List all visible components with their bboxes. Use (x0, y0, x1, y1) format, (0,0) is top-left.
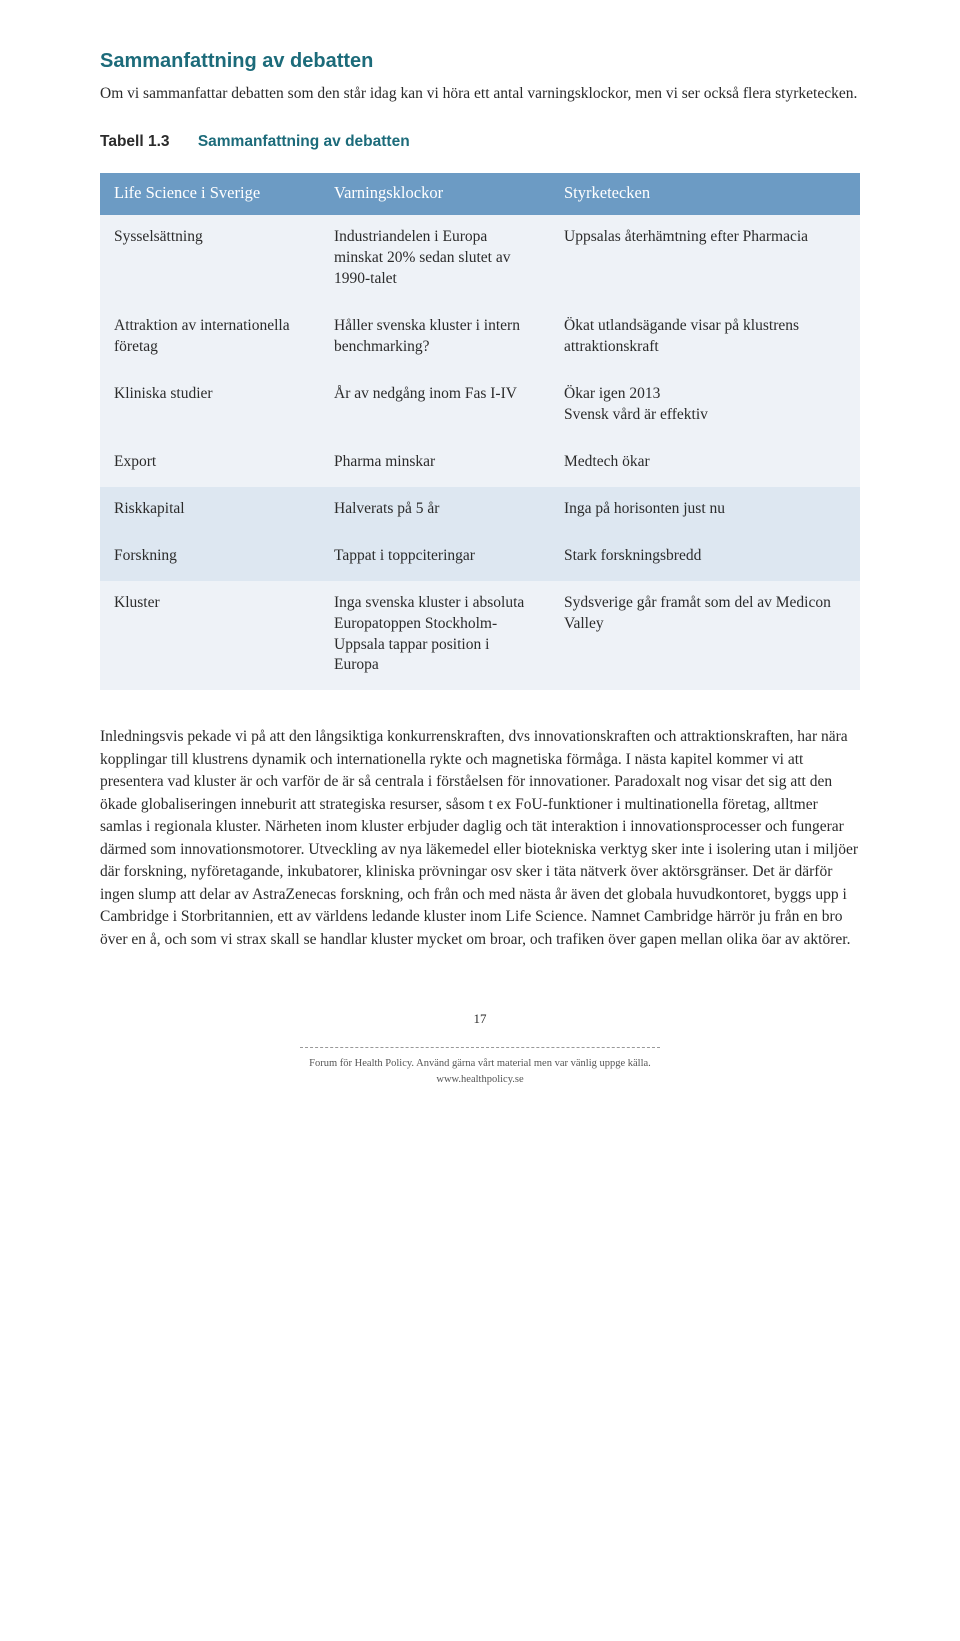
table-cell: Ökat utlandsägande visar på klustrens at… (550, 304, 860, 372)
table-cell: Kliniska studier (100, 372, 320, 440)
table-cell: Medtech ökar (550, 440, 860, 487)
summary-table: Life Science i Sverige Varningsklockor S… (100, 173, 860, 690)
table-cell: Stark forskningsbredd (550, 534, 860, 581)
table-header-cell: Styrketecken (550, 173, 860, 215)
table-cell: Kluster (100, 581, 320, 691)
table-cell: Pharma minskar (320, 440, 550, 487)
table-cell: Sydsverige går framåt som del av Medicon… (550, 581, 860, 691)
footer: Forum för Health Policy. Använd gärna vå… (300, 1047, 660, 1088)
table-cell: Riskkapital (100, 487, 320, 534)
table-cell: Håller svenska kluster i intern benchmar… (320, 304, 550, 372)
table-cell: År av nedgång inom Fas I-IV (320, 372, 550, 440)
table-cell: Industriandelen i Europa minskat 20% sed… (320, 215, 550, 304)
table-cell: Halverats på 5 år (320, 487, 550, 534)
table-header-cell: Life Science i Sverige (100, 173, 320, 215)
caption-number: Tabell 1.3 (100, 133, 170, 150)
table-header-cell: Varningsklockor (320, 173, 550, 215)
table-cell: Tappat i toppciteringar (320, 534, 550, 581)
table-cell: Inga svenska kluster i absoluta Europato… (320, 581, 550, 691)
table-caption: Tabell 1.3 Sammanfattning av debatten (100, 133, 860, 151)
table-cell: Sysselsättning (100, 215, 320, 304)
table-cell: Attraktion av internationella företag (100, 304, 320, 372)
table-cell: Uppsalas återhämtning efter Pharmacia (550, 215, 860, 304)
table-cell: Export (100, 440, 320, 487)
table-cell: Forskning (100, 534, 320, 581)
page-number: 17 (100, 1011, 860, 1027)
section-heading: Sammanfattning av debatten (100, 50, 860, 73)
footer-line: www.healthpolicy.se (300, 1072, 660, 1088)
caption-text: Sammanfattning av debatten (198, 133, 410, 150)
body-paragraph: Inledningsvis pekade vi på att den långs… (100, 726, 860, 951)
table-cell: Inga på horisonten just nu (550, 487, 860, 534)
table-cell: Ökar igen 2013Svensk vård är effektiv (550, 372, 860, 440)
intro-paragraph: Om vi sammanfattar debatten som den står… (100, 83, 860, 105)
footer-line: Forum för Health Policy. Använd gärna vå… (300, 1056, 660, 1072)
